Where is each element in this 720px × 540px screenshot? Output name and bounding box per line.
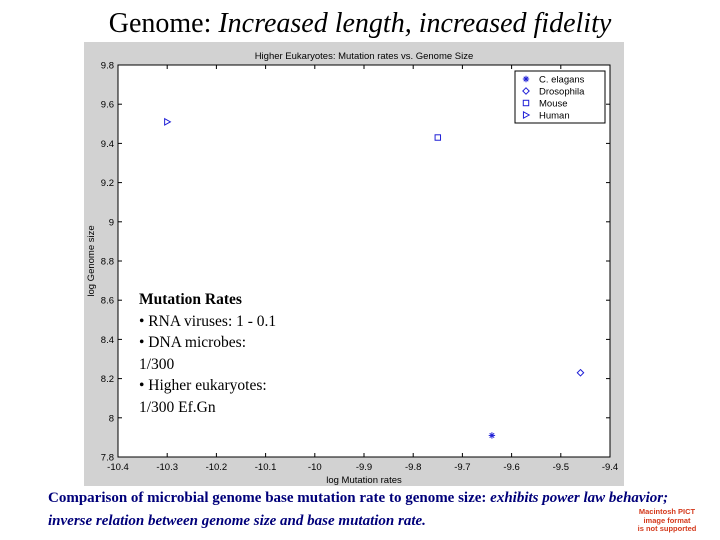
y-axis-label: log Genome size	[86, 225, 97, 296]
x-tick-label: -10	[308, 462, 322, 473]
caption-plain: Comparison of microbial genome base muta…	[48, 490, 491, 506]
note-line: 1/300 Ef.Gn	[139, 398, 216, 416]
y-tick-label: 9.6	[101, 100, 114, 111]
y-tick-label: 8.2	[101, 374, 114, 385]
y-tick-label: 8.6	[101, 296, 114, 307]
y-tick-label: 8.4	[101, 335, 114, 346]
data-point-diamond	[576, 368, 585, 377]
slide-caption: Comparison of microbial genome base muta…	[48, 487, 708, 533]
data-point-square	[434, 134, 442, 141]
x-tick-label: -9.9	[356, 462, 372, 473]
legend-marker-triangle-right	[522, 110, 531, 120]
x-axis-label: log Mutation rates	[326, 475, 402, 486]
legend-label: C. elagans	[539, 75, 585, 86]
legend-marker-square	[522, 99, 530, 107]
legend-marker-asterisk	[522, 75, 530, 83]
note-line: • Higher eukaryotes:	[139, 377, 267, 395]
unsupported-image-placeholder: Macintosh PICT image format is not suppo…	[623, 507, 711, 534]
legend-box	[514, 70, 606, 124]
scatter-chart: -10.4 -10.3 -10.2 -10.1 -10 -9.9 -9.8 -9.7 -9.6 -…	[86, 51, 618, 486]
mutation-rates-note: Mutation Rates • RNA viruses: 1 - 0.1 • …	[139, 289, 339, 419]
caption-italic: exhibits power law behavior; inverse rel…	[48, 490, 669, 529]
y-tick-label: 9.2	[101, 178, 114, 189]
y-tick-label: 9	[109, 217, 114, 228]
slide-title-italic: Increased length, increased fidelity	[218, 8, 612, 39]
y-tick-label: 8	[109, 413, 114, 424]
note-line: 1/300	[139, 355, 175, 373]
x-tick-label: -10.4	[107, 462, 129, 473]
x-tick-label: -10.3	[156, 462, 178, 473]
x-tick-label: -9.6	[503, 462, 519, 473]
x-tick-label: -9.7	[454, 462, 470, 473]
data-point-asterisk	[488, 432, 496, 439]
note-line: • DNA microbes:	[139, 334, 247, 352]
x-tick-label: -9.8	[405, 462, 421, 473]
legend-label: Human	[539, 111, 570, 122]
y-tick-label: 9.8	[101, 61, 114, 72]
y-tick-label: 7.8	[101, 453, 114, 464]
legend-label: Mouse	[539, 99, 568, 110]
note-line: • RNA viruses: 1 - 0.1	[139, 312, 277, 330]
x-tick-label: -9.5	[553, 462, 569, 473]
data-point-triangle-right	[164, 117, 172, 126]
placeholder-line: is not supported	[637, 524, 697, 533]
x-tick-label: -10.2	[206, 462, 228, 473]
legend-marker-diamond	[522, 87, 530, 95]
placeholder-line: image format	[643, 515, 691, 525]
x-tick-label: -10.1	[255, 462, 277, 473]
chart-title: Higher Eukaryotes: Mutation rates vs. Ge…	[255, 51, 474, 62]
y-tick-label: 8.8	[101, 257, 114, 268]
placeholder-line: Macintosh PICT	[638, 507, 696, 516]
slide-title: Genome: Increased length, increased fide…	[0, 8, 720, 40]
chart-figure: -10.4 -10.3 -10.2 -10.1 -10 -9.9 -9.8 -9.7 -9.6 -…	[84, 42, 624, 486]
x-tick-label: -9.4	[602, 462, 618, 473]
slide-title-lead: Genome:	[108, 8, 219, 39]
legend-label: Drosophila	[539, 87, 585, 98]
note-heading: Mutation Rates	[139, 291, 242, 308]
plot-area	[117, 64, 611, 458]
y-tick-label: 9.4	[101, 139, 114, 150]
